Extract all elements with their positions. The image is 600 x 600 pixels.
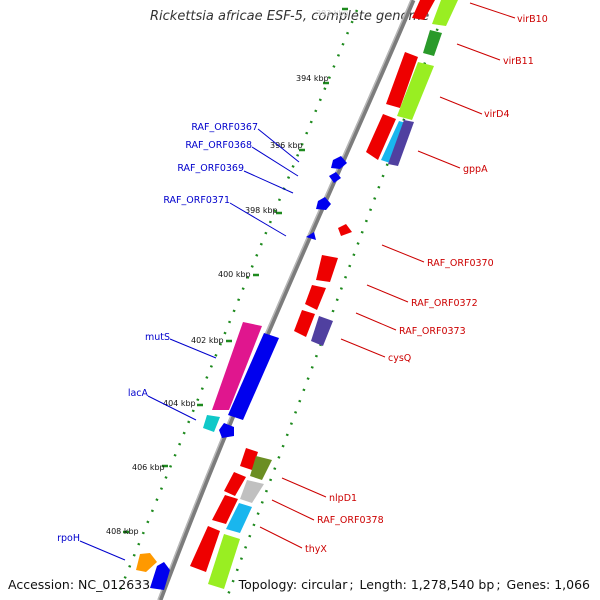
- gene-orf0370: [338, 224, 352, 236]
- accession-label: Accession: NC_012633: [8, 577, 151, 592]
- gene-virB10-lime: [432, 0, 458, 26]
- right-labels: virB10 virB11 virD4 gppA RAF_ORF0370 RAF…: [305, 14, 548, 555]
- scale-label: 396 kbp: [270, 141, 303, 150]
- scale-label: 394 kbp: [296, 74, 329, 83]
- scale-label: 402 kbp: [191, 336, 224, 345]
- topology-text: Topology: circular: [238, 577, 348, 592]
- label-raf-orf0370: RAF_ORF0370: [427, 258, 494, 269]
- gene-orf0373: [294, 310, 315, 337]
- label-raf-orf0367: RAF_ORF0367: [191, 122, 258, 133]
- label-rpoh: rpoH: [57, 533, 80, 544]
- left-gene-orf0367: [331, 156, 347, 169]
- label-raf-orf0369: RAF_ORF0369: [177, 163, 244, 174]
- gene-thyX-cyan: [226, 503, 252, 533]
- gene-virD4-lime: [397, 62, 434, 120]
- reverse-strand-genes: [136, 156, 347, 590]
- label-raf-orf0372: RAF_ORF0372: [411, 298, 478, 309]
- label-laca: lacA: [128, 388, 149, 399]
- scale-ticks: [123, 7, 348, 534]
- gene-nlpD1-red2: [224, 472, 246, 496]
- gene-orf0372-a: [316, 255, 338, 282]
- gene-thyX-lime: [208, 534, 240, 589]
- gene-virB11-red: [386, 52, 418, 108]
- left-gene-rpoh-blue: [150, 562, 170, 590]
- scale-labels: 392 kbp 394 kbp 396 kbp 398 kbp 400 kbp …: [106, 9, 349, 536]
- length-text: Length: 1,278,540 bp: [359, 577, 495, 592]
- label-cysq: cysQ: [388, 353, 411, 364]
- label-virb11: virB11: [503, 56, 534, 67]
- forward-strand-genes: [190, 0, 458, 589]
- gene-virB10-red: [412, 0, 435, 20]
- scale-label: 392 kbp: [316, 9, 349, 18]
- scale-label: 406 kbp: [132, 463, 165, 472]
- genes-text: Genes: 1,066: [506, 577, 590, 592]
- label-nlpd1: nlpD1: [329, 493, 357, 504]
- left-gene-orf0371: [306, 232, 316, 240]
- genome-summary: Topology: circular; Length: 1,278,540 bp…: [238, 577, 590, 592]
- scale-label: 400 kbp: [218, 270, 251, 279]
- gene-nlpD1-olive: [250, 456, 272, 480]
- scale-label: 408 kbp: [106, 527, 139, 536]
- gene-virB11-green: [423, 30, 442, 56]
- label-muts: mutS: [145, 332, 170, 343]
- gene-virD4-red: [366, 114, 396, 160]
- genome-backbone: [157, 0, 416, 600]
- label-raf-orf0368: RAF_ORF0368: [185, 140, 252, 151]
- scale-label: 398 kbp: [245, 206, 278, 215]
- left-gene-orf0368: [329, 172, 341, 183]
- label-thyx: thyX: [305, 544, 327, 555]
- left-leader-lines: [79, 128, 300, 561]
- label-raf-orf0373: RAF_ORF0373: [399, 326, 466, 337]
- gene-cysQ: [311, 316, 333, 346]
- left-gene-orf0369: [316, 197, 331, 210]
- label-raf-orf0371: RAF_ORF0371: [163, 195, 230, 206]
- left-gene-laca-blue: [219, 423, 234, 438]
- gene-thyX-red2: [190, 526, 220, 572]
- left-gene-muts: [212, 322, 262, 410]
- left-gene-rpoh: [136, 553, 157, 572]
- label-gppa: gppA: [463, 164, 488, 175]
- label-virb10: virB10: [517, 14, 548, 25]
- gene-orf0378-gray: [240, 480, 264, 503]
- gene-thyX-red: [212, 495, 238, 524]
- label-raf-orf0378: RAF_ORF0378: [317, 515, 384, 526]
- gene-gppA-purple: [388, 120, 414, 166]
- genome-title: Rickettsia africae ESF-5, complete genom…: [150, 9, 430, 24]
- left-gene-muts-blue: [228, 333, 279, 420]
- left-gene-laca: [203, 415, 220, 432]
- label-vird4: virD4: [484, 109, 510, 120]
- scale-label: 404 kbp: [163, 399, 196, 408]
- left-labels: RAF_ORF0367 RAF_ORF0368 RAF_ORF0369 RAF_…: [57, 122, 258, 544]
- gene-orf0372-b: [305, 285, 326, 310]
- right-leader-lines: [259, 2, 516, 549]
